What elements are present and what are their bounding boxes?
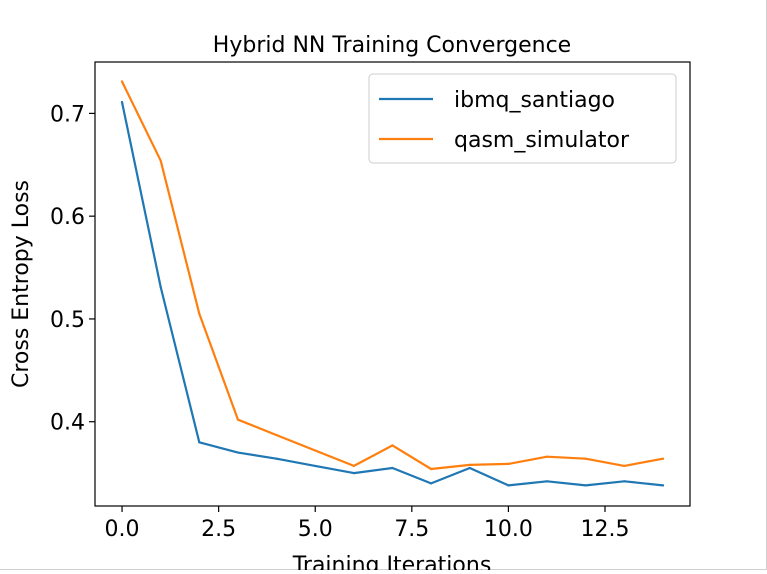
data-point-qasm_simulator: [661, 457, 665, 460]
data-point-qasm_simulator: [545, 455, 549, 458]
data-point-qasm_simulator: [391, 444, 394, 447]
y-tick-label: 0.6: [50, 205, 85, 230]
legend-label-qasm_simulator: qasm_simulator: [454, 128, 630, 153]
data-point-qasm_simulator: [314, 449, 317, 452]
data-point-ibmq_santiago: [275, 457, 278, 460]
data-point-ibmq_santiago: [623, 480, 626, 483]
x-tick-label: 12.5: [581, 517, 630, 542]
y-tick-label: 0.4: [50, 411, 85, 436]
data-point-qasm_simulator: [198, 312, 201, 315]
data-point-ibmq_santiago: [507, 484, 510, 487]
data-point-qasm_simulator: [584, 457, 587, 460]
data-point-ibmq_santiago: [661, 484, 665, 487]
x-tick-label: 0.0: [105, 517, 140, 542]
y-tick-label: 0.7: [50, 102, 85, 127]
x-axis-label: Training Iterations: [292, 553, 492, 570]
x-tick-label: 7.5: [394, 517, 429, 542]
data-point-qasm_simulator: [275, 433, 278, 437]
data-point-ibmq_santiago: [352, 472, 355, 475]
data-point-qasm_simulator: [159, 159, 162, 162]
data-point-ibmq_santiago: [120, 100, 124, 104]
data-point-ibmq_santiago: [198, 441, 201, 444]
plot-area: 0.0 2.5 5.0 7.5 10.0 12.5 0.4 0.5 0.6 0.7 ibmq_san…: [50, 61, 691, 542]
legend-box: [368, 73, 677, 164]
chart-title: Hybrid NN Training Convergence: [213, 33, 571, 58]
data-point-ibmq_santiago: [391, 466, 394, 470]
x-tick-label: 10.0: [484, 517, 533, 542]
data-point-ibmq_santiago: [159, 285, 162, 289]
data-point-qasm_simulator: [623, 464, 626, 468]
data-point-ibmq_santiago: [545, 480, 549, 483]
data-point-ibmq_santiago: [236, 451, 240, 454]
data-point-ibmq_santiago: [584, 484, 587, 487]
y-tick-label: 0.5: [50, 308, 85, 333]
data-point-ibmq_santiago: [468, 466, 471, 470]
x-tick-label: 2.5: [201, 517, 236, 542]
data-point-ibmq_santiago: [314, 464, 317, 468]
data-point-ibmq_santiago: [430, 482, 433, 485]
data-point-qasm_simulator: [468, 463, 471, 466]
data-point-qasm_simulator: [352, 464, 355, 468]
data-point-qasm_simulator: [236, 418, 240, 421]
data-point-qasm_simulator: [120, 80, 124, 83]
legend-label-ibmq_santiago: ibmq_santiago: [454, 88, 615, 113]
data-point-qasm_simulator: [430, 467, 433, 471]
x-tick-label: 5.0: [298, 517, 333, 542]
axes-frame: [94, 61, 691, 507]
data-point-qasm_simulator: [507, 462, 510, 465]
y-axis-label: Cross Entropy Loss: [9, 180, 34, 388]
